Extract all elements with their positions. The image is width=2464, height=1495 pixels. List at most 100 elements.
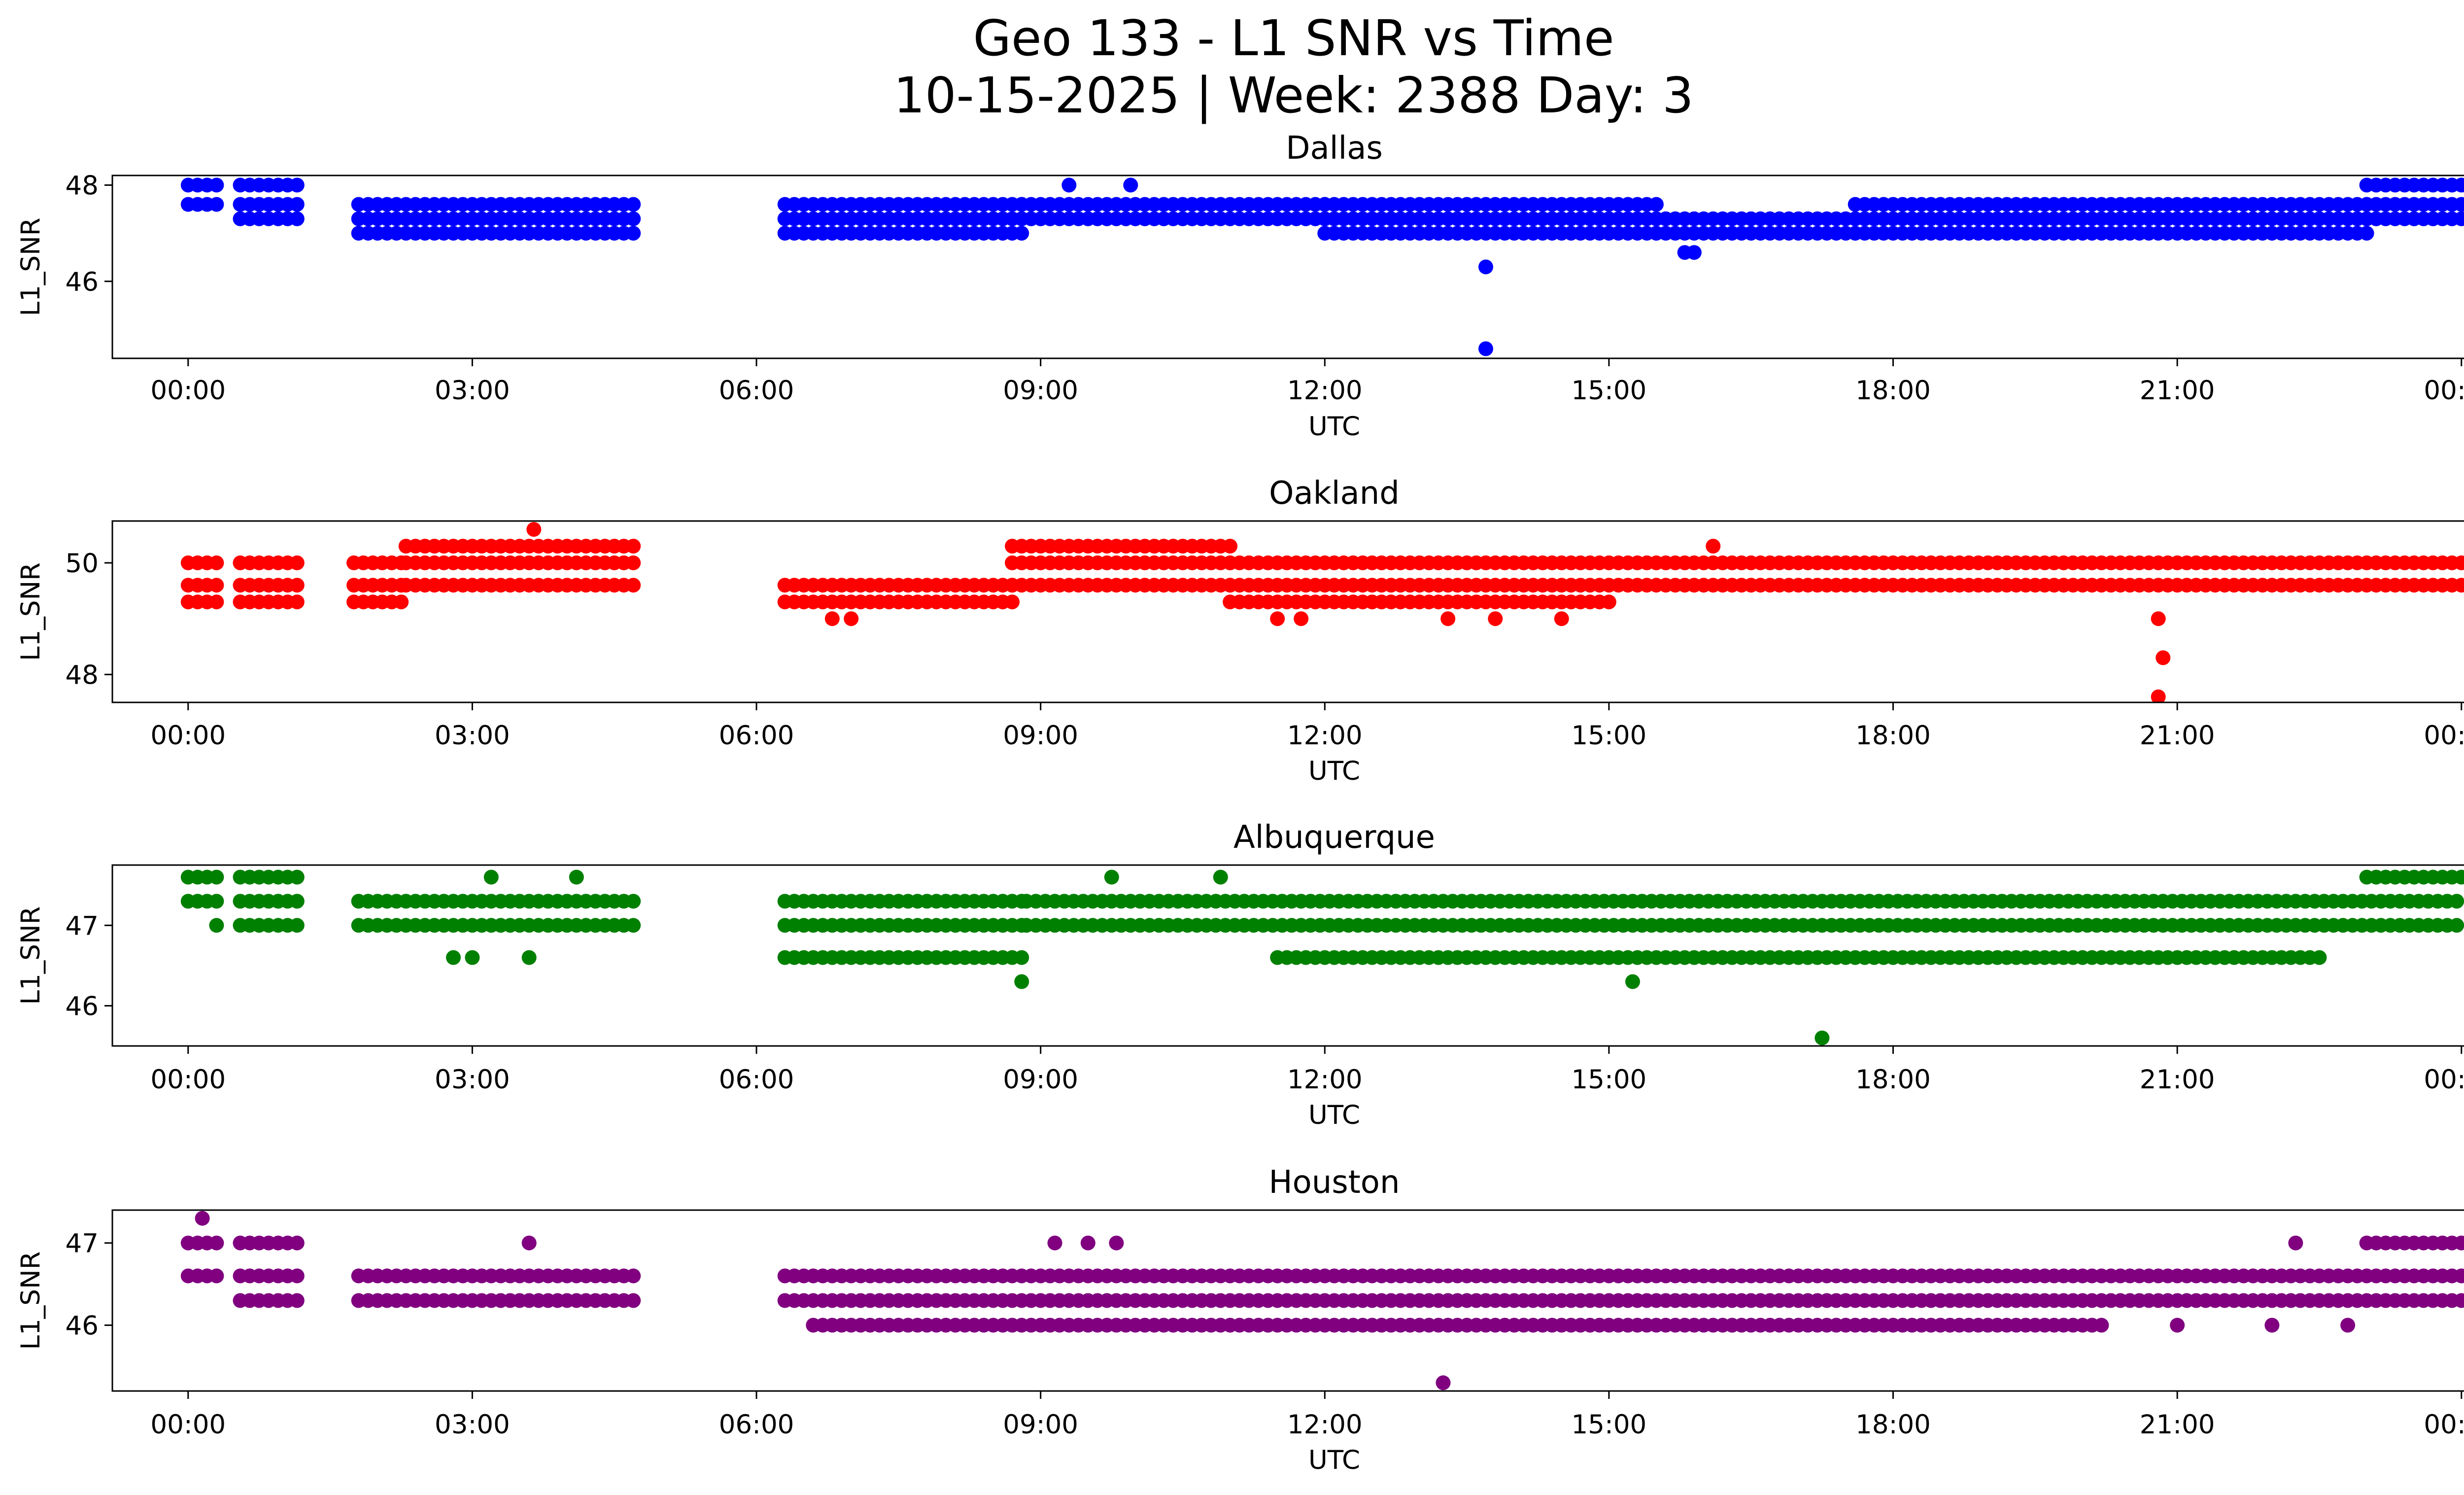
data-point [626,1268,641,1284]
outlier-point [1478,341,1493,356]
outlier-point [209,918,224,933]
data-point [289,197,305,212]
outlier-point [2156,650,2171,665]
data-point [1014,950,1029,965]
outlier-point [2264,1318,2280,1333]
x-tick-label: 00:00 [2424,376,2464,406]
data-point [626,1293,641,1308]
x-tick-label: 06:00 [719,1410,794,1440]
y-tick-label: 48 [66,660,99,690]
y-axis-label: L1_SNR [16,562,46,661]
data-point [289,594,305,610]
data-point [626,197,641,212]
data-points [180,869,2464,1045]
x-tick-label: 00:00 [2424,721,2464,751]
x-tick-label: 03:00 [435,376,510,406]
x-tick-label: 06:00 [719,721,794,751]
axes-frame [111,1209,2464,1392]
y-tick-label: 46 [66,267,99,297]
x-axis-label: UTC [1308,1445,1360,1475]
x-tick-label: 12:00 [1287,721,1363,751]
outlier-point [1440,611,1456,626]
x-tick-label: 09:00 [1003,376,1078,406]
data-points [180,1211,2464,1391]
data-point [1649,197,1664,212]
outlier-point [1488,611,1503,626]
outlier-point [824,611,840,626]
data-point [626,894,641,909]
x-tick-label: 00:00 [150,721,226,751]
x-axis-label: UTC [1308,412,1360,442]
data-point [2454,869,2464,885]
x-tick-label: 06:00 [719,1065,794,1095]
data-point [289,177,305,193]
data-point [2449,918,2464,933]
outlier-point [195,1211,210,1226]
outlier-point [1478,259,1493,275]
panel-title: Oakland [1269,475,1400,512]
data-point [626,578,641,593]
data-point [289,578,305,593]
data-point [1005,594,1020,610]
data-point [1223,539,1238,554]
x-tick-label: 21:00 [2140,1065,2215,1095]
x-tick-label: 18:00 [1855,1410,1931,1440]
x-tick-label: 00:00 [150,1410,226,1440]
axes-frame [111,174,2464,359]
x-tick-label: 03:00 [435,1065,510,1095]
outlier-point [521,1235,537,1251]
outlier-point [1270,611,1285,626]
data-point [626,211,641,226]
outlier-point [1706,539,1721,554]
x-tick-label: 09:00 [1003,1410,1078,1440]
data-point [1014,226,1029,241]
x-tick-label: 06:00 [719,376,794,406]
data-point [289,555,305,570]
outlier-point [1625,974,1640,989]
outlier-point [521,950,537,965]
outlier-point [483,869,499,885]
data-point [289,894,305,909]
data-point [2454,578,2464,593]
x-tick-label: 00:00 [150,1065,226,1095]
data-point [289,918,305,933]
x-tick-label: 15:00 [1572,376,1647,406]
data-point [2094,1318,2109,1333]
x-tick-label: 03:00 [435,1410,510,1440]
outlier-point [2151,611,2166,626]
outlier-point [1123,177,1138,193]
data-point [289,211,305,226]
outlier-point [569,869,584,885]
outlier-point [1104,869,1119,885]
data-point [289,869,305,885]
data-point [626,226,641,241]
outlier-point [2340,1318,2356,1333]
figure-title-line2: 10-15-2025 | Week: 2388 Day: 3 [893,67,1693,124]
data-point [209,578,224,593]
data-point [2312,950,2327,965]
data-point [2454,1235,2464,1251]
data-point [2454,555,2464,570]
data-point [1601,594,1616,610]
x-tick-label: 00:00 [2424,1410,2464,1440]
x-tick-label: 21:00 [2140,721,2215,751]
panel-oakland: Oakland 00:00 03:00 06:00 09:00 12:00 15:00 18:… [16,475,2464,786]
outlier-point [1686,245,1702,260]
data-point [2454,1293,2464,1308]
y-axis-label: L1_SNR [16,1252,46,1350]
data-point [209,555,224,570]
outlier-point [465,950,480,965]
x-tick-label: 00:00 [2424,1065,2464,1095]
outlier-point [1047,1235,1062,1251]
data-point [289,1235,305,1251]
y-tick-label: 46 [66,1311,99,1341]
y-tick-label: 47 [66,1229,99,1259]
data-point [209,594,224,610]
data-point [209,197,224,212]
data-points [180,177,2464,356]
data-point [2359,226,2374,241]
x-axis-label: UTC [1308,1100,1360,1130]
data-point [209,894,224,909]
